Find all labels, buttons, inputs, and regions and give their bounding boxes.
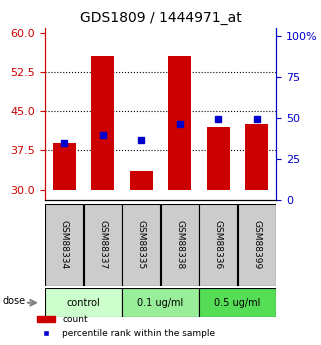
- Text: GSM88337: GSM88337: [98, 220, 107, 269]
- Bar: [122, 288, 199, 317]
- Text: 0.1 ug/ml: 0.1 ug/ml: [137, 298, 184, 308]
- Bar: [122, 204, 160, 286]
- Text: 0.5 ug/ml: 0.5 ug/ml: [214, 298, 261, 308]
- Bar: [199, 204, 237, 286]
- Bar: [91, 56, 114, 190]
- Legend: count, percentile rank within the sample: count, percentile rank within the sample: [33, 312, 219, 341]
- Text: GSM88334: GSM88334: [60, 220, 69, 269]
- Bar: [168, 56, 191, 190]
- Text: GSM88336: GSM88336: [214, 220, 223, 269]
- Bar: [130, 171, 153, 190]
- Text: GSM88399: GSM88399: [252, 220, 261, 269]
- Title: GDS1809 / 1444971_at: GDS1809 / 1444971_at: [80, 11, 241, 25]
- Bar: [53, 142, 76, 190]
- Bar: [245, 124, 268, 190]
- Bar: [238, 204, 276, 286]
- Text: dose: dose: [2, 296, 25, 306]
- Bar: [45, 204, 83, 286]
- Bar: [84, 204, 122, 286]
- Bar: [45, 288, 122, 317]
- Text: control: control: [66, 298, 100, 308]
- Bar: [199, 288, 276, 317]
- Bar: [207, 127, 230, 190]
- Text: GSM88335: GSM88335: [137, 220, 146, 269]
- Bar: [161, 204, 199, 286]
- Text: GSM88338: GSM88338: [175, 220, 184, 269]
